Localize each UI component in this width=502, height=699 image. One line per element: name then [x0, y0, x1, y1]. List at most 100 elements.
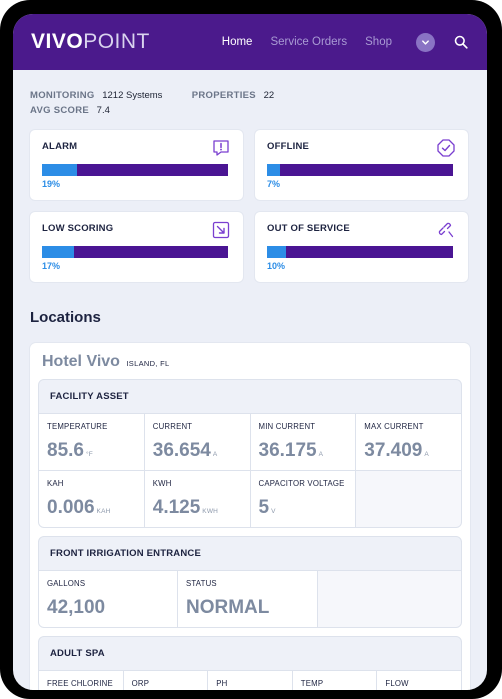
- adult-spa-section: ADULT SPA FREE CHLORINE ORP PH TEMP FLOW: [38, 636, 462, 690]
- properties-value: 22: [263, 90, 275, 101]
- metric-cell: STATUS NORMAL: [178, 571, 317, 627]
- empty-cell: [356, 471, 461, 527]
- location-title: Hotel Vivo: [42, 353, 120, 370]
- metric-label: CURRENT: [152, 422, 193, 431]
- section-title[interactable]: FACILITY ASSET: [50, 391, 129, 402]
- out-of-service-percent: 10%: [267, 261, 286, 271]
- out-of-service-progress-bar: [267, 246, 453, 258]
- low-scoring-card[interactable]: LOW SCORING 17%: [30, 212, 243, 282]
- metric-label: KAH: [47, 479, 64, 488]
- metric-label: FLOW: [385, 679, 409, 688]
- section-title[interactable]: FRONT IRRIGATION ENTRANCE: [50, 548, 202, 559]
- front-irrigation-section: FRONT IRRIGATION ENTRANCE GALLONS 42,100…: [38, 536, 462, 628]
- metric-cell: CURRENT 36.654 A: [144, 414, 250, 470]
- metric-cell: KAH 0.006 KAH: [39, 471, 144, 527]
- section-title[interactable]: ADULT SPA: [50, 648, 105, 659]
- avg-score-value: 7.4: [96, 105, 110, 116]
- card-title: LOW SCORING: [42, 223, 114, 234]
- metric-label: TEMPERATURE: [47, 422, 108, 431]
- metric-label: FREE CHLORINE: [47, 679, 113, 688]
- metric-label: GALLONS: [47, 579, 86, 588]
- metric-unit: A: [212, 451, 218, 458]
- metric-cell: GALLONS 42,100: [39, 571, 177, 627]
- main-nav: Home Service Orders Shop: [221, 32, 469, 52]
- search-icon: [454, 35, 468, 49]
- metric-cell: MIN CURRENT 36.175 A: [250, 414, 356, 470]
- brand-logo[interactable]: VIVO POINT: [31, 30, 150, 54]
- metric-value: 36.175: [258, 440, 317, 461]
- account-dropdown-button[interactable]: [416, 32, 435, 52]
- metric-cell: PH: [208, 671, 292, 690]
- low-scoring-progress-bar: [42, 246, 228, 258]
- low-scoring-percent: 17%: [42, 261, 61, 271]
- metric-value: 4.125: [152, 497, 201, 518]
- metric-label: PH: [216, 679, 228, 688]
- metric-cell: FREE CHLORINE: [39, 671, 123, 690]
- nav-shop-link[interactable]: Shop: [365, 36, 392, 48]
- nav-service-orders-link[interactable]: Service Orders: [270, 36, 348, 48]
- card-title: OFFLINE: [267, 141, 310, 152]
- metric-unit: KAH: [96, 508, 111, 515]
- monitoring-label: MONITORING: [30, 90, 95, 101]
- monitoring-value: 1212 Systems: [102, 90, 163, 101]
- metric-value: 37.409: [364, 440, 423, 461]
- metric-value: 5: [258, 497, 270, 518]
- offline-percent: 7%: [267, 179, 281, 189]
- status-cards: ALARM 19% OFFLINE 7% LOW SCOR: [13, 118, 487, 282]
- arrow-down-right-icon: [212, 221, 230, 239]
- avg-score-label: AVG SCORE: [30, 105, 90, 116]
- card-title: ALARM: [42, 141, 78, 152]
- metric-cell: ORP: [123, 671, 208, 690]
- broken-link-icon: [438, 222, 454, 238]
- check-octagon-icon: [437, 139, 455, 157]
- metric-label: TEMP: [300, 679, 324, 688]
- alert-message-icon: [213, 140, 229, 156]
- metric-label: MIN CURRENT: [258, 422, 316, 431]
- metric-cell: KWH 4.125 KWH: [144, 471, 250, 527]
- empty-cell: [318, 571, 461, 627]
- metric-cell: TEMPERATURE 85.6 °F: [39, 414, 144, 470]
- chevron-down-icon: [422, 39, 429, 45]
- nav-home-link[interactable]: Home: [221, 36, 253, 48]
- card-title: OUT OF SERVICE: [267, 223, 350, 234]
- properties-label: PROPERTIES: [191, 90, 256, 101]
- alarm-percent: 19%: [42, 179, 61, 189]
- metric-value: NORMAL: [186, 597, 270, 618]
- metric-unit: A: [318, 451, 324, 458]
- facility-asset-section: FACILITY ASSET TEMPERATURE 85.6 °F CURREN…: [38, 379, 462, 528]
- app-screen: VIVO POINT Home Service Orders Shop MONIT…: [13, 14, 487, 690]
- metric-label: MAX CURRENT: [364, 422, 424, 431]
- metric-cell: MAX CURRENT 37.409 A: [356, 414, 461, 470]
- brand-logo-vivo: VIVO: [31, 30, 84, 53]
- metric-label: CAPACITOR VOLTAGE: [258, 479, 345, 488]
- metric-label: KWH: [152, 479, 172, 488]
- search-button[interactable]: [453, 34, 469, 50]
- metric-value: 0.006: [47, 497, 95, 518]
- location-region: ISLAND, FL: [126, 359, 170, 368]
- metric-unit: °F: [85, 451, 93, 458]
- alarm-progress-bar: [42, 164, 228, 176]
- metric-label: STATUS: [186, 579, 217, 588]
- offline-card[interactable]: OFFLINE 7%: [255, 130, 468, 200]
- metrics-grid: GALLONS 42,100 STATUS NORMAL: [39, 570, 461, 627]
- location-card: Hotel Vivo ISLAND, FL FACILITY ASSET TEM…: [30, 343, 470, 690]
- metric-value: 42,100: [47, 597, 106, 618]
- location-name[interactable]: Hotel Vivo ISLAND, FL: [38, 353, 462, 371]
- metric-unit: V: [271, 508, 276, 515]
- metric-cell: FLOW: [377, 671, 461, 690]
- metrics-grid: FREE CHLORINE ORP PH TEMP FLOW: [39, 670, 461, 690]
- brand-logo-point: POINT: [83, 30, 150, 53]
- out-of-service-card[interactable]: OUT OF SERVICE 10%: [255, 212, 468, 282]
- system-summary: MONITORING 1212 Systems PROPERTIES 22 AV…: [13, 70, 487, 118]
- metric-unit: KWH: [202, 508, 219, 515]
- metrics-grid: TEMPERATURE 85.6 °F CURRENT 36.654 A MIN C…: [39, 413, 461, 527]
- top-nav-bar: VIVO POINT Home Service Orders Shop: [13, 14, 487, 70]
- alarm-card[interactable]: ALARM 19%: [30, 130, 243, 200]
- metric-value: 85.6: [47, 440, 84, 461]
- metric-label: ORP: [131, 679, 150, 688]
- locations-heading: Locations: [30, 309, 101, 326]
- offline-progress-bar: [267, 164, 453, 176]
- metric-cell: TEMP: [292, 671, 377, 690]
